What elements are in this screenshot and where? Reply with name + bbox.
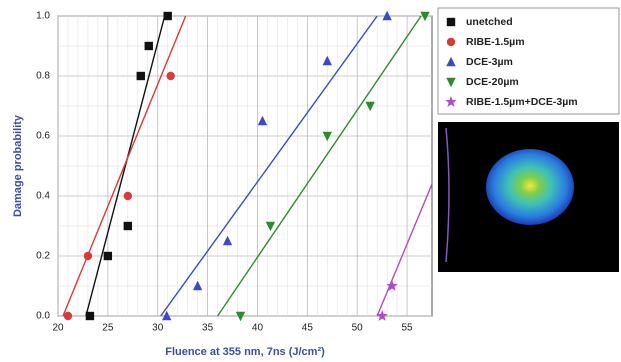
marker	[137, 72, 145, 80]
marker	[84, 252, 92, 260]
y-tick-label: 1.0	[36, 11, 50, 22]
legend-label: RIBE-1.5µm	[466, 36, 525, 48]
marker	[447, 38, 455, 46]
y-tick-label: 0.2	[36, 251, 50, 262]
x-tick-label: 40	[252, 323, 264, 334]
legend-label: unetched	[466, 16, 513, 28]
beam-spot	[486, 149, 574, 225]
x-tick-label: 55	[402, 323, 414, 334]
marker	[64, 312, 72, 320]
marker	[86, 312, 94, 320]
marker	[104, 252, 112, 260]
chart: 0.0 0.2 0.4 0.6 0.8 1.0 20 25 30 35 40 45 50 55 unetc…	[0, 0, 621, 362]
legend: unetched RIBE-1.5µm DCE-3µm DCE-20µm RIBE-1.…	[438, 8, 619, 114]
x-tick-label: 45	[302, 323, 314, 334]
y-axis-label: Damage probability	[12, 114, 24, 217]
y-tick-label: 0.8	[36, 71, 50, 82]
y-tick-label: 0.6	[36, 131, 50, 142]
legend-label: RIBE-1.5µm+DCE-3µm	[466, 96, 578, 108]
marker	[166, 72, 174, 80]
y-tick-label: 0.0	[36, 311, 50, 322]
marker	[124, 222, 132, 230]
marker	[164, 12, 172, 20]
x-tick-label: 30	[152, 323, 164, 334]
legend-label: DCE-3µm	[466, 56, 513, 68]
beam-image	[438, 122, 619, 272]
legend-label: DCE-20µm	[466, 76, 519, 88]
marker	[447, 18, 455, 26]
x-tick-label: 50	[352, 323, 364, 334]
y-tick-label: 0.4	[36, 191, 50, 202]
x-tick-label: 35	[202, 323, 214, 334]
x-axis-label: Fluence at 355 nm, 7ns (J/cm²)	[165, 346, 325, 358]
marker	[124, 192, 132, 200]
x-tick-label: 25	[102, 323, 114, 334]
x-tick-label: 20	[52, 323, 64, 334]
marker	[145, 42, 153, 50]
